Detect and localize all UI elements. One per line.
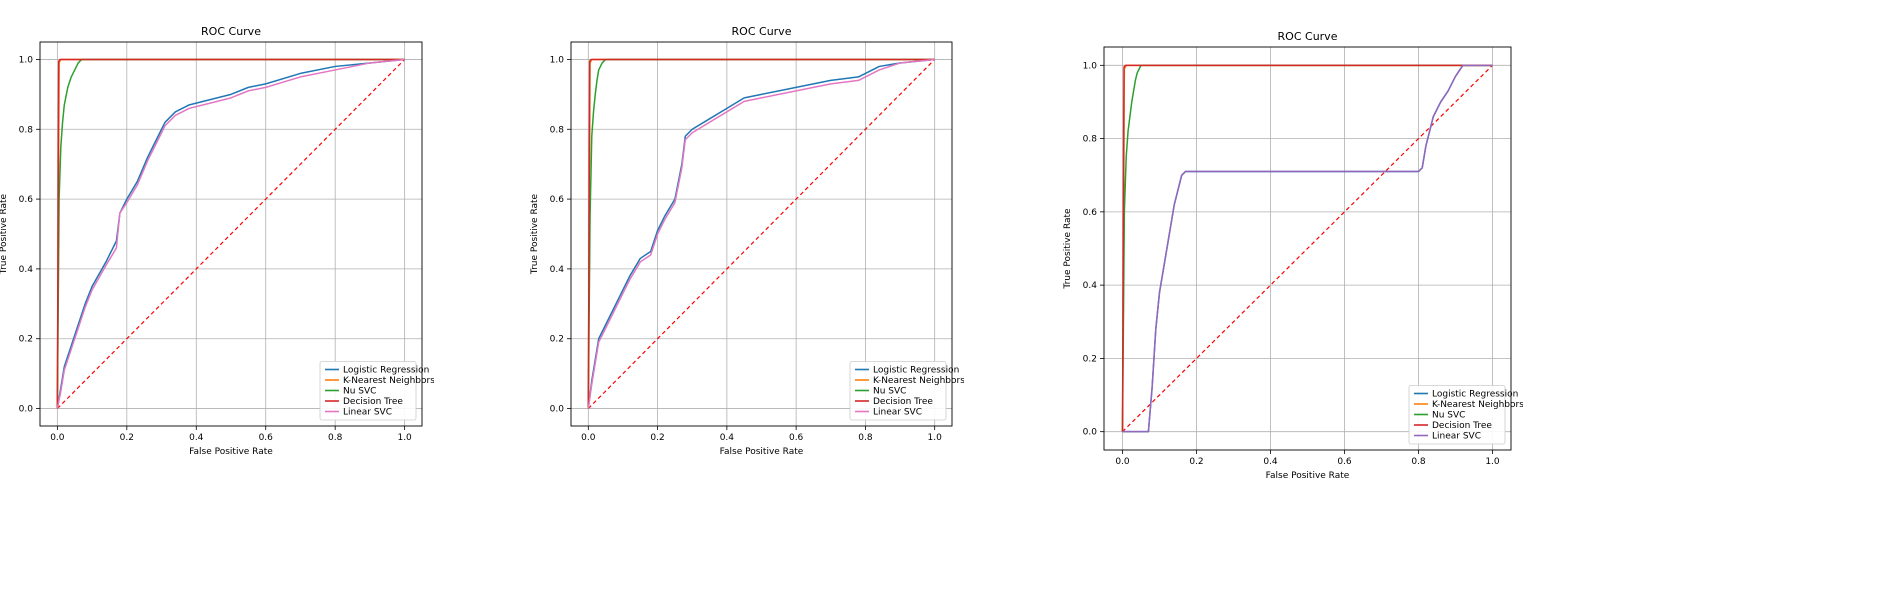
x-axis-label: False Positive Rate: [189, 447, 273, 457]
legend-label: K-Nearest Neighbors: [343, 376, 434, 386]
plot-frame: [1103, 46, 1512, 451]
legend-label: Nu SVC: [873, 387, 906, 397]
x-tick-label: 0.8: [1411, 457, 1426, 467]
y-tick-label: 1.0: [550, 55, 565, 65]
series-line-decision-tree: [587, 58, 935, 409]
x-tick-label: 0.0: [50, 433, 65, 443]
series-line-linear-svc: [587, 58, 935, 409]
x-tick-label: 0.0: [581, 433, 596, 443]
y-tick-label: 0.6: [19, 195, 34, 205]
y-tick-label: 1.0: [19, 55, 34, 65]
roc-chart-1: ROC Curve 0.0 0.2 0.4 0.6 0.8 1.0 0.0 0.2 0.4 0.6 0…: [0, 25, 434, 457]
legend-label: Linear SVC: [343, 408, 392, 418]
legend-label: K-Nearest Neighbors: [873, 376, 964, 386]
legend-label: Linear SVC: [1432, 432, 1481, 442]
plot-frame: [39, 41, 423, 427]
y-tick-label: 0.0: [19, 405, 34, 415]
chance-reference-line: [56, 59, 406, 409]
legend-box: [1408, 385, 1506, 445]
x-tick-label: 0.4: [1263, 457, 1278, 467]
chart-title: ROC Curve: [1278, 30, 1338, 43]
legend-box: [849, 361, 947, 421]
x-tick-label: 0.4: [189, 433, 204, 443]
y-tick-label: 0.8: [1083, 135, 1098, 145]
x-tick-label: 0.4: [720, 433, 735, 443]
y-tick-label: 0.2: [1083, 354, 1097, 364]
chart-title: ROC Curve: [732, 25, 792, 38]
x-tick-label: 0.6: [259, 433, 274, 443]
roc-chart-2: ROC Curve 0.0 0.2 0.4 0.6 0.8 1.0 0.0 0.2 0.4 0.6 0…: [530, 25, 964, 457]
x-axis-label: False Positive Rate: [1266, 471, 1350, 481]
legend-label: Decision Tree: [1432, 421, 1492, 431]
legend-label: Logistic Regression: [343, 366, 429, 376]
y-axis-label: True Positive Rate: [1063, 208, 1073, 290]
y-tick-label: 0.2: [550, 335, 564, 345]
legend-label: Linear SVC: [873, 408, 922, 418]
series-line-nu-svc: [1121, 64, 1493, 432]
legend-box: [319, 361, 417, 421]
x-tick-label: 0.2: [650, 433, 664, 443]
x-tick-label: 0.6: [789, 433, 804, 443]
chance-reference-line: [587, 59, 936, 409]
series-line-logistic-regression: [56, 58, 405, 409]
y-tick-label: 0.8: [550, 125, 565, 135]
x-tick-label: 0.8: [858, 433, 873, 443]
series-line-nu-svc: [56, 58, 405, 409]
y-tick-label: 0.4: [550, 265, 565, 275]
chance-reference-line: [1122, 64, 1493, 433]
chart-title: ROC Curve: [201, 25, 261, 38]
y-tick-label: 0.4: [19, 265, 34, 275]
x-tick-label: 0.6: [1337, 457, 1352, 467]
x-tick-label: 1.0: [928, 433, 943, 443]
y-tick-label: 0.0: [550, 405, 565, 415]
series-line-decision-tree: [1121, 64, 1493, 432]
y-tick-label: 0.0: [1083, 428, 1098, 438]
y-axis-label: True Positive Rate: [0, 193, 9, 275]
x-tick-label: 0.8: [328, 433, 343, 443]
roc-chart-3: ROC Curve 0.0 0.2 0.4 0.6 0.8 1.0 0.0 0.2 0.4 0.6 0…: [1063, 30, 1523, 481]
x-tick-label: 0.2: [1189, 457, 1203, 467]
legend-label: Decision Tree: [873, 397, 933, 407]
y-tick-label: 0.6: [550, 195, 565, 205]
y-tick-label: 0.2: [19, 335, 33, 345]
legend-label: Logistic Regression: [873, 366, 959, 376]
x-tick-label: 1.0: [397, 433, 412, 443]
y-tick-label: 0.4: [1083, 281, 1098, 291]
legend-label: Logistic Regression: [1432, 390, 1518, 400]
y-tick-label: 0.8: [19, 125, 34, 135]
series-line-nu-svc: [587, 58, 935, 409]
legend-label: Decision Tree: [343, 397, 403, 407]
legend-label: Nu SVC: [1432, 411, 1465, 421]
legend-label: K-Nearest Neighbors: [1432, 400, 1523, 410]
series-line-decision-tree: [56, 58, 405, 409]
y-tick-label: 0.6: [1083, 208, 1098, 218]
series-line-linear-svc: [1122, 64, 1493, 433]
x-tick-label: 1.0: [1485, 457, 1500, 467]
y-axis-label: True Positive Rate: [530, 193, 540, 275]
plot-frame: [570, 41, 953, 427]
x-axis-label: False Positive Rate: [720, 447, 804, 457]
y-tick-label: 1.0: [1083, 61, 1098, 71]
x-tick-label: 0.2: [120, 433, 134, 443]
legend-label: Nu SVC: [343, 387, 376, 397]
series-line-linear-svc: [56, 58, 405, 409]
x-tick-label: 0.0: [1115, 457, 1130, 467]
